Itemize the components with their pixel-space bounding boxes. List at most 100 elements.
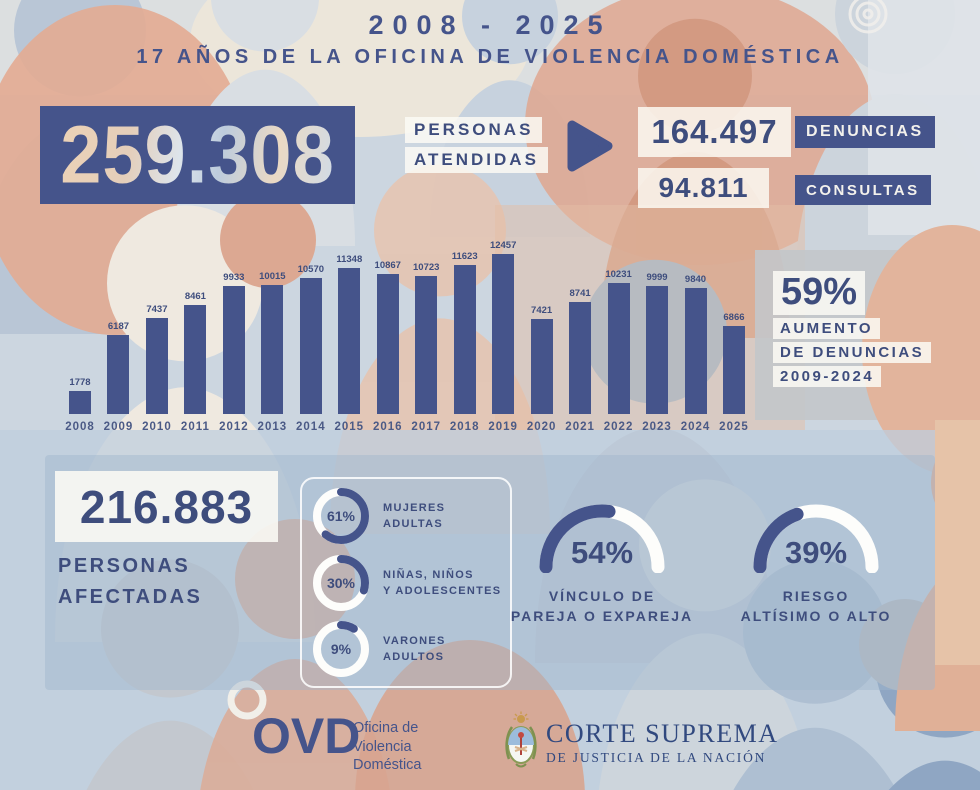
gauge-partner-link: 54% VÍNCULO DE PAREJA O EXPAREJA	[492, 503, 712, 626]
bar	[646, 286, 669, 414]
bar-column: 8741 2021	[562, 237, 598, 433]
court-line2: DE JUSTICIA DE LA NACIÓN	[546, 750, 767, 765]
donut-percentage: 9%	[330, 640, 352, 657]
bar-year-label: 2022	[603, 421, 634, 433]
bar-column: 10867 2016	[370, 237, 406, 433]
bar-value-label: 10231	[605, 269, 632, 280]
bar-value-label: 8741	[569, 288, 591, 299]
bar-column: 1778 2008	[62, 237, 98, 433]
bar	[569, 302, 592, 414]
donut-row: 9% VARONES ADULTOS	[312, 620, 510, 678]
bar	[415, 276, 438, 414]
donut-ring: 9%	[312, 620, 370, 678]
increase-line2: DE DENUNCIAS	[773, 341, 932, 363]
donut-percentage: 30%	[326, 574, 356, 591]
affected-label-line1: PERSONAS	[58, 555, 191, 577]
bar-column: 11348 2015	[331, 237, 367, 433]
ovd-name-line3: Doméstica	[353, 757, 422, 773]
bar-year-label: 2024	[680, 421, 711, 433]
bar-value-label: 11348	[336, 254, 363, 265]
bar-column: 8461 2011	[177, 237, 213, 433]
bar	[684, 288, 707, 414]
bar	[607, 283, 630, 414]
ovd-logo: OVD	[252, 708, 361, 764]
bar-column: 7437 2010	[139, 237, 175, 433]
bar-year-label: 2008	[65, 421, 95, 433]
bar-year-label: 2009	[103, 421, 134, 433]
attended-label: PERSONAS ATENDIDAS	[405, 117, 548, 173]
bar-value-label: 9999	[646, 272, 668, 283]
donut-ring: 61%	[312, 487, 370, 545]
bar	[69, 391, 91, 414]
bar-column: 6187 2009	[100, 237, 136, 433]
bar-year-label: 2018	[449, 421, 480, 433]
affected-label-line2: AFECTADAS	[58, 586, 203, 608]
increase-stat: 59% AUMENTO DE DENUNCIAS 2009-2024	[773, 271, 932, 387]
bar-year-label: 2011	[180, 421, 210, 433]
target-rings-icon	[848, 0, 888, 34]
bar-value-label: 1778	[69, 377, 91, 388]
bar	[145, 318, 168, 414]
bar-year-label: 2013	[257, 421, 288, 433]
bar-value-label: 10867	[374, 260, 401, 271]
bar-column: 10723 2017	[408, 237, 444, 433]
bar-year-label: 2017	[411, 421, 442, 433]
ovd-name-line2: Violencia	[353, 738, 412, 755]
donut-percentage: 61%	[326, 508, 356, 525]
bar-value-label: 11623	[451, 251, 478, 262]
bar-year-label: 2012	[219, 421, 249, 433]
bar-value-label: 10723	[413, 262, 440, 273]
donut-label: NIÑAS, NIÑOS Y ADOLESCENTES	[383, 568, 502, 597]
consultas-label: CONSULTAS	[795, 175, 931, 205]
gauge-arc	[706, 503, 926, 574]
bar-value-label: 6866	[723, 312, 745, 323]
bar-column: 10570 2014	[293, 237, 329, 433]
donut-label: MUJERES ADULTAS	[383, 502, 446, 531]
affected-label: PERSONAS AFECTADAS	[58, 551, 202, 613]
bar-chart: 1778 2008 6187 2009 7437 2010 8461 2011 9933 2012…	[62, 237, 752, 433]
bar-column: 7421 2020	[524, 237, 560, 433]
increase-line1: AUMENTO	[773, 317, 881, 339]
bar-year-label: 2016	[372, 421, 403, 433]
bar-value-label: 9933	[223, 272, 245, 283]
bar	[453, 265, 476, 414]
bar-value-label: 7437	[146, 304, 168, 315]
gauge-label: VÍNCULO DE PAREJA O EXPAREJA	[510, 588, 694, 624]
bar-year-label: 2010	[142, 421, 172, 433]
bar	[222, 286, 245, 414]
increase-value: 59%	[773, 271, 866, 315]
attended-total-box: 259.308	[40, 106, 355, 204]
bar-year-label: 2023	[642, 421, 672, 433]
bar	[261, 285, 284, 414]
bar-year-label: 2014	[296, 421, 326, 433]
attended-label-line1: PERSONAS	[405, 117, 543, 143]
gauge-percentage: 39%	[784, 535, 848, 570]
bar-year-label: 2015	[334, 421, 365, 433]
bar-year-label: 2019	[488, 421, 518, 433]
donut-label: VARONES ADULTOS	[383, 634, 446, 663]
gauge-high-risk: 39% RIESGO ALTÍSIMO O ALTO	[706, 503, 926, 626]
bar-value-label: 10015	[259, 271, 286, 282]
bar	[299, 278, 322, 414]
header-subtitle: 17 AÑOS DE LA OFICINA DE VIOLENCIA DOMÉS…	[136, 46, 844, 68]
gauge-arc	[492, 503, 712, 574]
affected-breakdown-box: 61% MUJERES ADULTAS 30% NIÑAS, NIÑOS Y ADO…	[300, 477, 512, 688]
bar	[492, 254, 515, 414]
court-line1: CORTE SUPREMA	[546, 719, 779, 748]
denuncias-value: 164.497	[638, 107, 791, 157]
bar-column: 9933 2012	[216, 237, 252, 433]
bar-column: 9999 2023	[639, 237, 675, 433]
bar-year-label: 2025	[719, 421, 749, 433]
donut-ring: 30%	[312, 554, 370, 612]
coat-of-arms-icon	[505, 711, 537, 768]
bar-column: 10231 2022	[601, 237, 637, 433]
bar-value-label: 6187	[107, 321, 130, 332]
increase-line3: 2009-2024	[773, 365, 882, 387]
donut-row: 30% NIÑAS, NIÑOS Y ADOLESCENTES	[312, 554, 510, 612]
affected-total-value: 216.883	[55, 471, 278, 542]
bar-column: 12457 2019	[485, 237, 521, 433]
bar	[184, 305, 207, 414]
bar	[376, 274, 399, 414]
bar-value-label: 7421	[531, 305, 553, 316]
attended-label-line2: ATENDIDAS	[405, 147, 548, 173]
